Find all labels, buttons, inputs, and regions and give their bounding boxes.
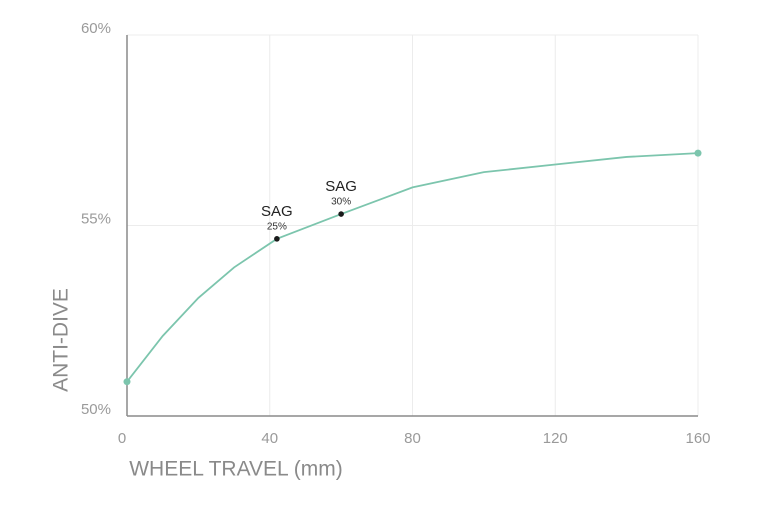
annotation-point <box>274 236 280 242</box>
y-tick-label: 60% <box>81 20 111 37</box>
annotation-sublabel: 30% <box>331 197 351 208</box>
x-tick-label: 40 <box>261 430 278 447</box>
annotation-label: SAG <box>325 178 357 195</box>
y-axis-title: ANTI-DIVE <box>50 288 73 392</box>
annotation-point <box>338 211 344 217</box>
x-tick-label: 80 <box>404 430 421 447</box>
x-axis-title: WHEEL TRAVEL (mm) <box>129 458 343 481</box>
y-tick-label: 50% <box>81 401 111 418</box>
x-tick-label: 160 <box>685 430 710 447</box>
y-tick-label: 55% <box>81 210 111 227</box>
end-point <box>123 378 131 386</box>
end-point <box>694 149 702 157</box>
annotation-label: SAG <box>261 203 293 220</box>
x-tick-label: 0 <box>118 430 126 447</box>
annotation-sublabel: 25% <box>267 221 287 232</box>
x-tick-label: 120 <box>543 430 568 447</box>
